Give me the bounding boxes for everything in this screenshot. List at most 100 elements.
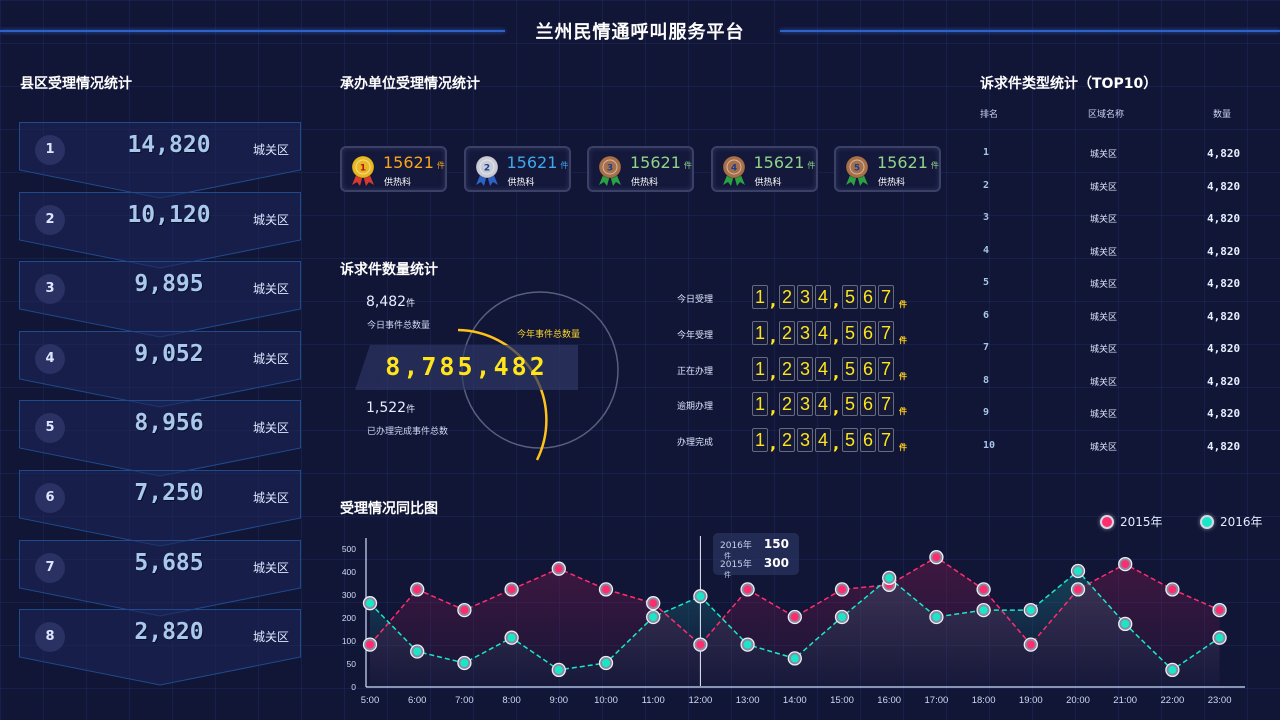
card-frame [19, 539, 301, 617]
unit-label: 供热科 [384, 178, 412, 188]
county-section-title: 县区受理情况统计 [20, 76, 132, 92]
digit-separator: , [833, 291, 840, 310]
today-total-label: 今日事件总数量 [367, 321, 431, 331]
svg-text:200: 200 [342, 613, 356, 623]
county-area: 城关区 [252, 282, 289, 297]
row-area: 城关区 [1090, 215, 1118, 225]
svg-text:7:00: 7:00 [455, 695, 474, 706]
header-line-right [780, 30, 1280, 32]
card-frame [19, 122, 301, 199]
county-area: 城关区 [252, 421, 289, 436]
legend-2015[interactable]: 2015年 [1100, 513, 1163, 530]
table-row[interactable]: 3 城关区 4,820 [975, 212, 1275, 232]
svg-text:20:00: 20:00 [1066, 695, 1090, 706]
table-row[interactable]: 6 城关区 4,820 [975, 310, 1275, 330]
digit-box: 6 [860, 392, 876, 417]
row-value: 4,820 [1207, 342, 1241, 355]
digit-box: 7 [878, 356, 894, 381]
svg-text:0: 0 [351, 682, 356, 692]
row-area: 城关区 [1090, 150, 1118, 160]
county-item[interactable]: 7 5,685 城关区 [19, 539, 301, 617]
rank-badge: 6 [35, 483, 65, 513]
row-value: 4,820 [1207, 407, 1241, 420]
county-area: 城关区 [252, 143, 289, 157]
rank-badge: 5 [35, 413, 65, 444]
svg-text:14:00: 14:00 [783, 695, 807, 706]
row-area: 城关区 [1090, 345, 1118, 355]
stat-unit: 件 [899, 371, 907, 381]
svg-text:50: 50 [347, 659, 357, 669]
digit-separator: , [833, 398, 840, 418]
stat-label: 逾期办理 [677, 402, 714, 413]
svg-text:19:00: 19:00 [1019, 695, 1043, 706]
unit-card[interactable]: 2 15621 件 供热科 [463, 146, 571, 192]
county-item[interactable]: 2 10,120 城关区 [19, 191, 301, 269]
unit-card[interactable]: 4 15621 件 供热科 [710, 146, 818, 192]
unit-label: 供热科 [631, 178, 659, 188]
digit-separator: , [770, 398, 777, 418]
county-item[interactable]: 1 14,820 城关区 [19, 122, 301, 199]
digit-separator: , [770, 434, 777, 454]
unit-card[interactable]: 3 15621 件 供热科 [587, 146, 694, 192]
county-item[interactable]: 6 7,250 城关区 [19, 470, 301, 547]
tooltip-row-2016: 2016年 150件 [720, 537, 789, 560]
svg-text:22:00: 22:00 [1161, 695, 1185, 706]
stat-unit: 件 [899, 335, 907, 345]
row-area: 城关区 [1090, 442, 1118, 453]
table-row[interactable]: 8 城关区 4,820 [975, 375, 1275, 395]
digit-separator: , [770, 362, 777, 382]
county-value: 9,052 [134, 340, 204, 367]
digit-separator: , [833, 326, 840, 346]
svg-text:5:00: 5:00 [361, 695, 380, 706]
row-rank: 4 [983, 244, 990, 256]
county-item[interactable]: 3 9,895 城关区 [19, 261, 301, 338]
county-item[interactable]: 5 8,956 城关区 [19, 400, 301, 477]
unit-value: 15621 件 [383, 153, 445, 172]
col-header-count: 数量 [1213, 110, 1232, 120]
col-header-area: 区域名称 [1088, 110, 1125, 120]
digit-box: 5 [842, 285, 858, 309]
unit-card[interactable]: 1 15621 件 供热科 [340, 146, 447, 192]
stat-unit: 件 [899, 300, 907, 309]
digit-box: 2 [779, 356, 795, 381]
county-item[interactable]: 8 2,820 城关区 [19, 609, 301, 686]
table-row[interactable]: 9 城关区 4,820 [975, 407, 1275, 427]
digit-box: 4 [815, 428, 831, 453]
digit-box: 3 [797, 428, 813, 453]
county-area: 城关区 [252, 212, 289, 227]
svg-text:2: 2 [483, 164, 489, 174]
row-rank: 7 [983, 342, 990, 353]
unit-card[interactable]: 5 15621 件 供热科 [834, 146, 941, 192]
digit-box: 2 [779, 392, 795, 417]
unit-label: 供热科 [507, 178, 535, 188]
row-value: 4,820 [1207, 147, 1241, 160]
chart-tooltip: 2016年 150件 2015年 300件 [713, 533, 799, 579]
table-row[interactable]: 10 城关区 4,820 [975, 440, 1275, 460]
svg-text:4: 4 [730, 164, 736, 174]
table-row[interactable]: 2 城关区 4,820 [975, 180, 1275, 200]
compare-line-chart[interactable]: 0 50 100 200 300 400 500 5:00 6:00 7:00 8:00 9:00 10… [330, 530, 1280, 720]
county-item[interactable]: 4 9,052 城关区 [19, 330, 301, 408]
tooltip-row-2015: 2015年 300件 [720, 556, 789, 579]
row-rank: 6 [983, 309, 990, 321]
row-value: 4,820 [1207, 439, 1241, 453]
table-row[interactable]: 4 城关区 4,820 [975, 245, 1275, 265]
medal-icon: 5 [845, 155, 869, 186]
table-row[interactable]: 7 城关区 4,820 [975, 342, 1275, 362]
counts-section-title: 诉求件数量统计 [340, 262, 438, 278]
row-rank: 5 [983, 277, 990, 288]
table-row[interactable]: 1 城关区 4,820 [975, 147, 1275, 167]
digit-box: 4 [815, 320, 831, 345]
svg-text:3: 3 [607, 164, 613, 174]
digit-box: 5 [842, 392, 858, 417]
digit-box: 2 [779, 285, 795, 309]
table-row[interactable]: 5 城关区 4,820 [975, 277, 1275, 297]
col-header-rank: 排名 [980, 110, 999, 120]
svg-text:16:00: 16:00 [877, 695, 901, 706]
county-value: 10,120 [127, 201, 211, 228]
digit-separator: , [833, 434, 840, 454]
stat-label: 今日受理 [677, 295, 714, 305]
county-area: 城关区 [252, 351, 289, 366]
county-area: 城关区 [252, 630, 289, 645]
legend-2016[interactable]: 2016年 [1200, 513, 1263, 530]
